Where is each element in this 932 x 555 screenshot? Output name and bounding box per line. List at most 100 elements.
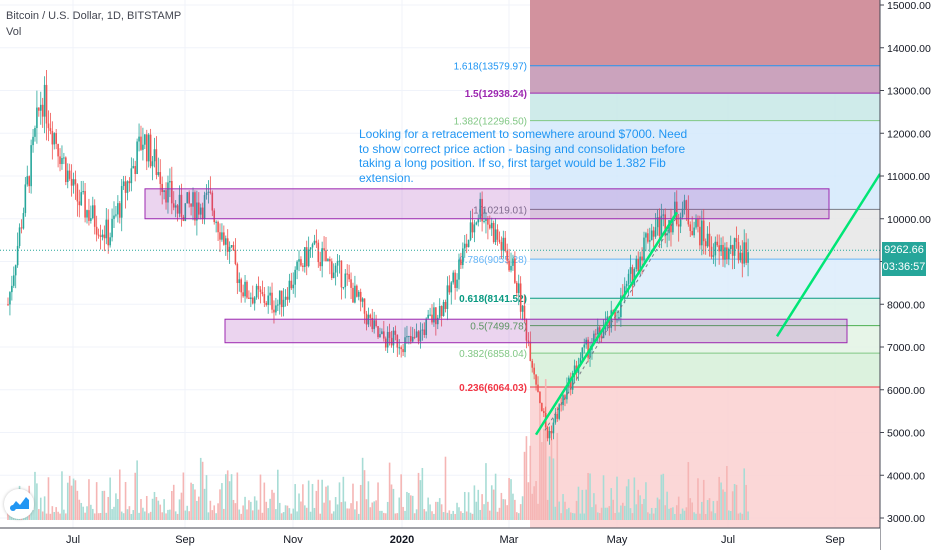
volume-bar — [124, 481, 127, 520]
volume-bar — [215, 513, 217, 520]
candle-body — [433, 307, 435, 323]
volume-bar — [373, 501, 375, 520]
candle-body — [80, 192, 83, 206]
candle-body — [45, 84, 48, 124]
candle-body — [396, 334, 399, 348]
candle-body — [726, 247, 728, 260]
candle-body — [313, 240, 316, 245]
candle-body — [348, 274, 350, 280]
volume-bar — [454, 513, 456, 520]
candle-body — [724, 247, 726, 260]
volume-bar — [463, 491, 466, 520]
volume-bar — [413, 513, 416, 520]
symbol-title[interactable]: Bitcoin / U.S. Dollar, 1D, BITSTAMP — [6, 10, 182, 22]
volume-bar — [544, 379, 547, 520]
price-tick-label: 14000.00 — [887, 43, 931, 55]
volume-bar — [265, 501, 268, 520]
candle-body — [140, 136, 142, 150]
volume-bar — [731, 491, 734, 520]
fib-band — [530, 120, 880, 210]
candle-body — [600, 336, 603, 339]
volume-bar — [132, 510, 135, 520]
volume-bar — [704, 513, 707, 520]
fib-level-label: 0.382(6858.04) — [459, 349, 527, 360]
volume-bar — [269, 498, 271, 520]
volume-bar — [404, 510, 406, 520]
candle-body — [589, 349, 591, 358]
candle-body — [691, 230, 693, 236]
volume-bar — [672, 507, 674, 520]
volume-bar — [211, 510, 214, 520]
time-axis: Jul Sep Nov 2020 Mar May Jul Sep — [0, 527, 880, 550]
volume-bar — [398, 497, 401, 520]
volume-label[interactable]: Vol — [6, 26, 22, 38]
candle-body — [319, 262, 322, 267]
volume-bar — [340, 502, 343, 520]
fib-band-top — [530, 0, 880, 66]
candle-body — [192, 192, 194, 207]
candle-body — [720, 244, 722, 252]
candle-body — [263, 294, 266, 303]
fib-band — [530, 298, 880, 326]
volume-bar — [327, 485, 329, 520]
volume-bar — [581, 489, 584, 520]
candle-body — [76, 184, 79, 202]
fib-level-label: 0.618(8141.52) — [459, 294, 527, 305]
candle-body — [379, 334, 381, 338]
volume-bar — [674, 513, 676, 520]
candle-body — [442, 301, 445, 317]
candle-body — [199, 207, 202, 215]
volume-bar — [650, 507, 653, 520]
volume-bar — [675, 505, 678, 520]
volume-bar — [677, 496, 680, 520]
candle-body — [508, 260, 510, 271]
volume-bar — [656, 497, 659, 520]
candle-body — [138, 136, 140, 142]
volume-bar — [591, 507, 593, 520]
volume-bar — [635, 504, 638, 520]
volume-bar — [693, 512, 695, 520]
volume-bar — [718, 476, 720, 520]
candle-body — [298, 259, 300, 262]
candle-body — [242, 292, 244, 297]
volume-bar — [126, 509, 129, 520]
candle-body — [99, 235, 102, 237]
volume-bar — [492, 489, 495, 520]
candle-body — [400, 347, 402, 350]
candle-body — [458, 259, 460, 280]
candle-body — [9, 292, 11, 305]
candle-body — [302, 265, 304, 267]
volume-bar — [59, 513, 61, 520]
volume-bar — [226, 470, 229, 520]
candles — [7, 70, 749, 445]
candle-body — [311, 244, 314, 248]
volume-bar — [103, 490, 106, 520]
candle-body — [296, 261, 298, 270]
volume-bar — [523, 451, 526, 520]
volume-bar — [205, 475, 208, 520]
volume-bar — [172, 484, 175, 520]
candle-body — [741, 252, 744, 264]
candle-body — [30, 145, 32, 187]
candle-body — [635, 258, 638, 269]
candle-body — [427, 314, 429, 319]
candle-body — [93, 205, 96, 227]
annotation-note[interactable]: Looking for a retracement to somewhere a… — [359, 127, 688, 185]
volume-bar — [147, 513, 150, 520]
candle-body — [473, 224, 476, 233]
candle-body — [656, 217, 659, 228]
volume-bar — [487, 501, 489, 520]
volume-bar — [315, 490, 318, 520]
volume-bar — [138, 512, 140, 520]
volume-bar — [159, 504, 162, 520]
volume-bar — [70, 485, 73, 520]
fib-level-label: 0.236(6064.03) — [459, 383, 527, 394]
volume-bar — [402, 506, 404, 520]
volume-bar — [435, 501, 437, 520]
candle-body — [267, 295, 269, 305]
tradingview-logo[interactable] — [4, 489, 34, 519]
volume-bar — [321, 479, 323, 520]
tradingview-icon — [10, 497, 29, 511]
